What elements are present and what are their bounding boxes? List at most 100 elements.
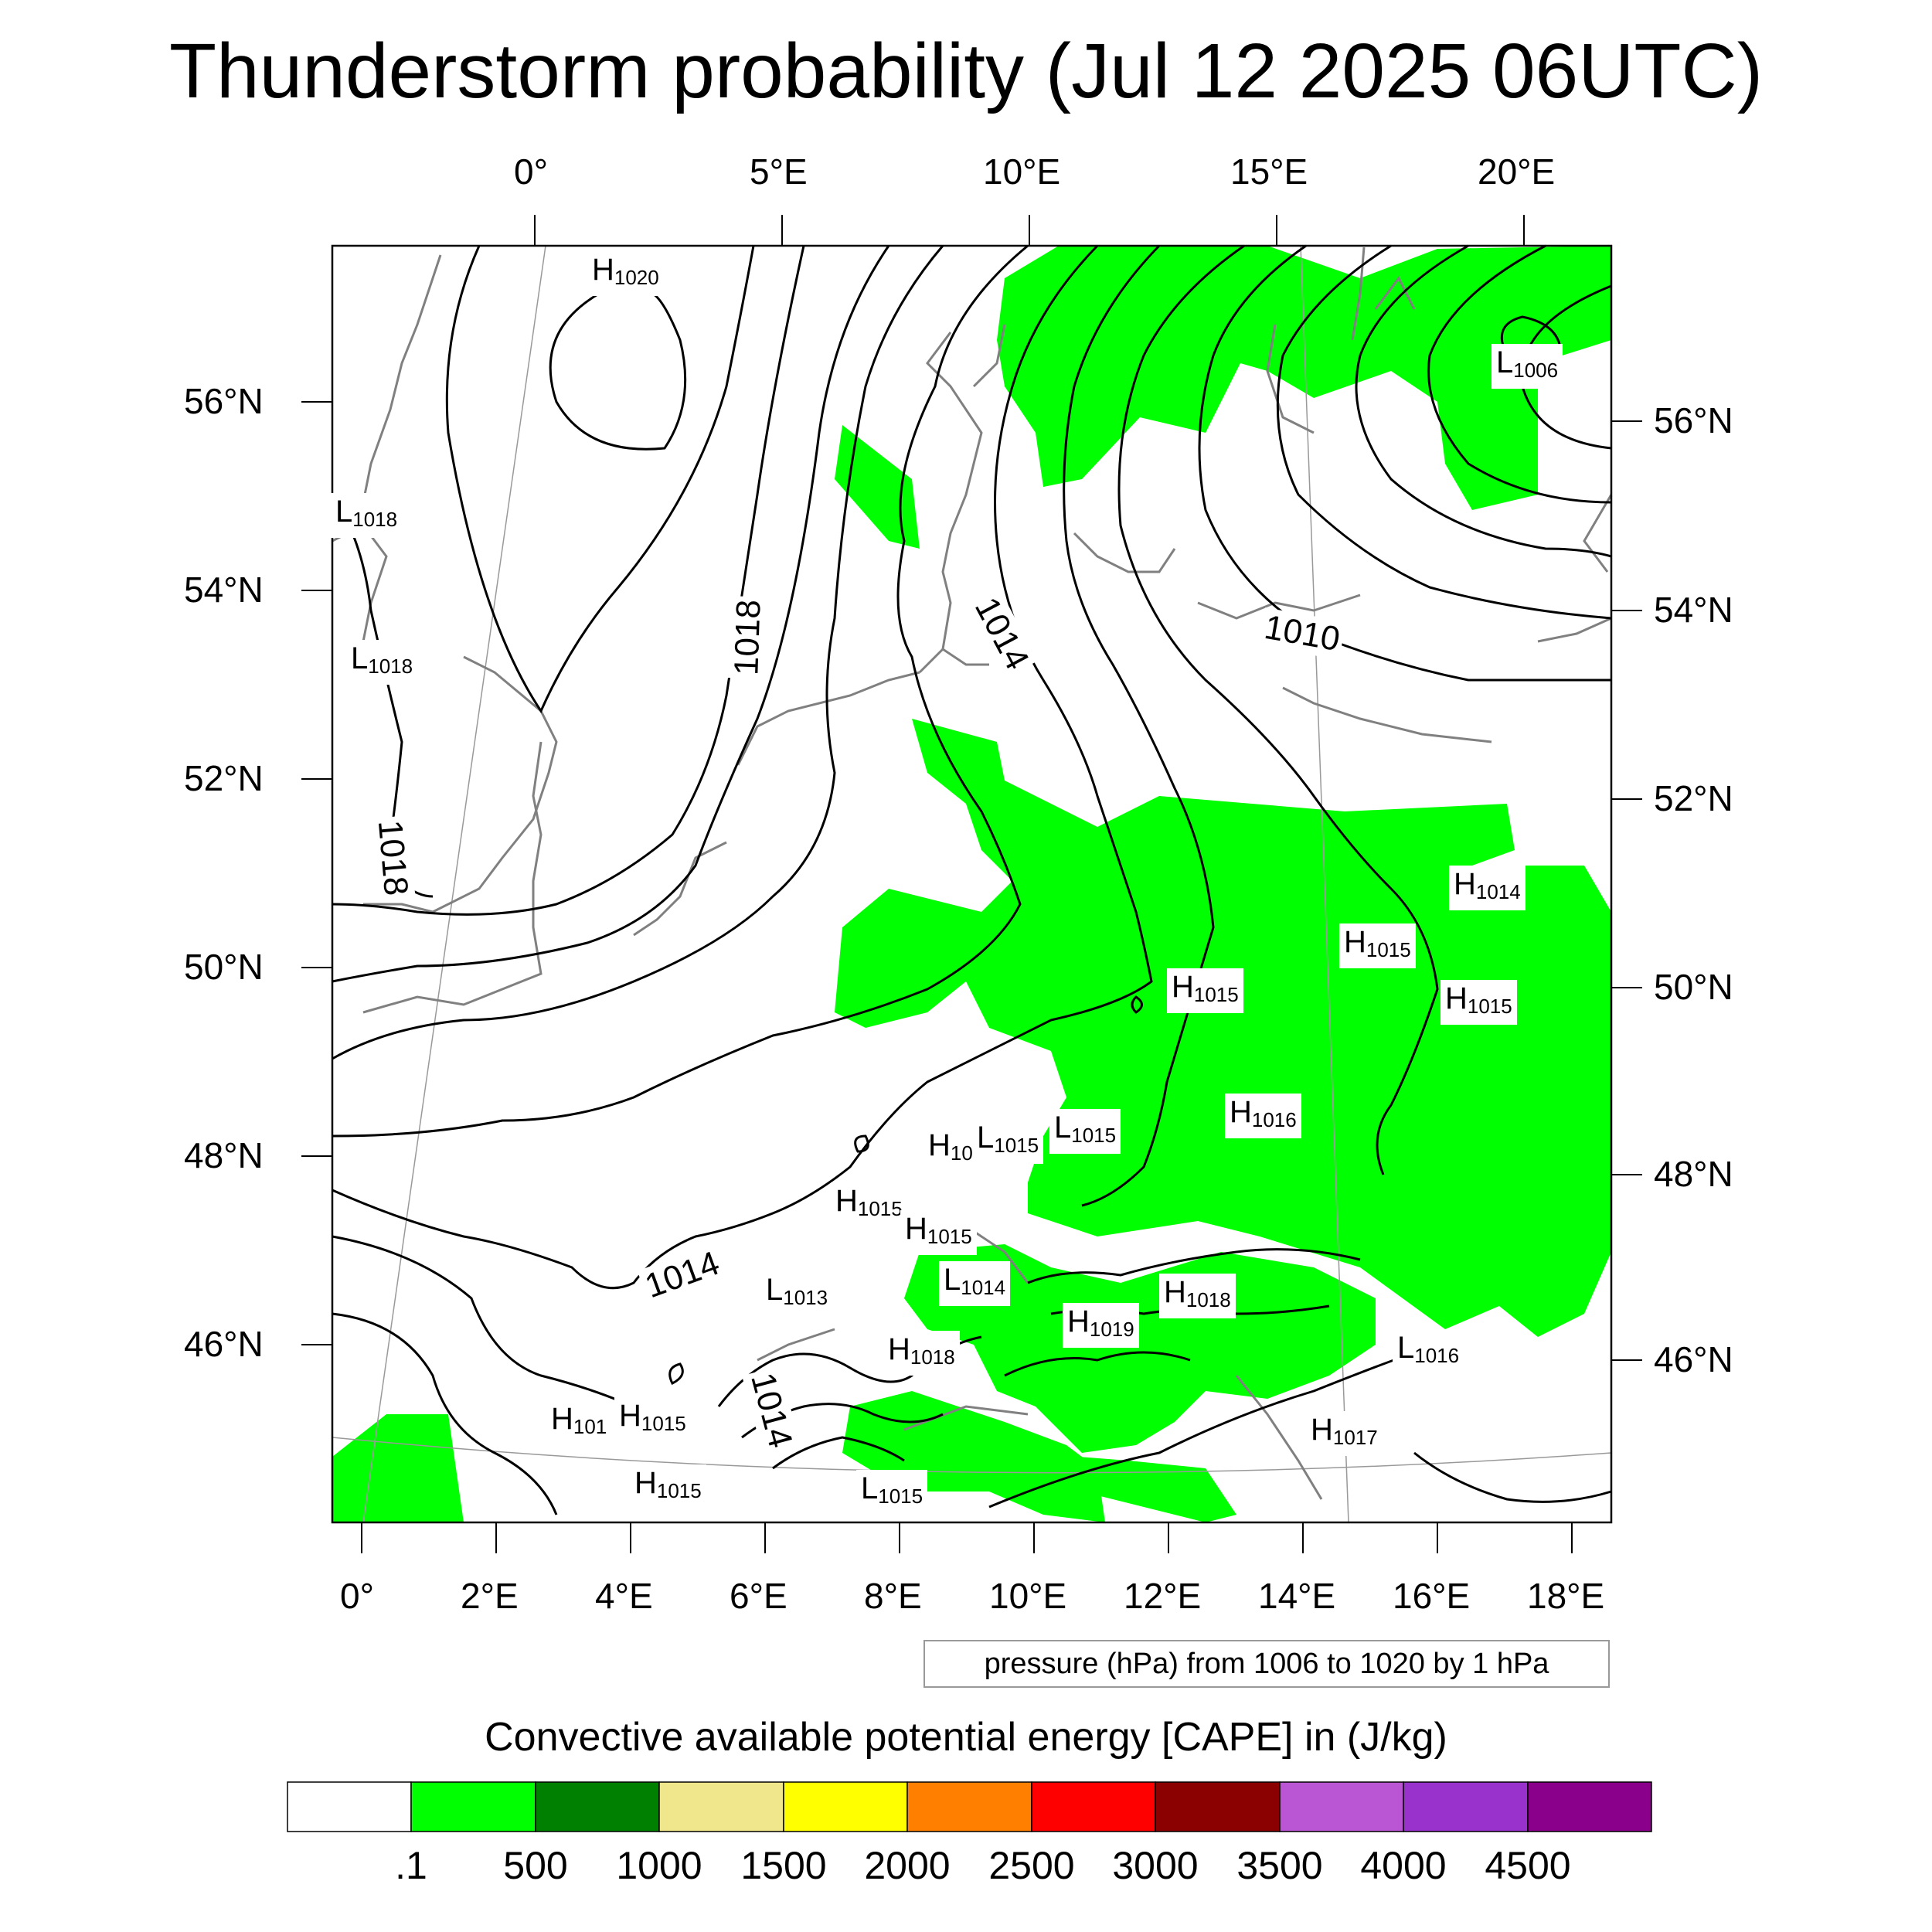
cape-area-central <box>835 719 1611 1337</box>
top-lon-label: 10°E <box>983 151 1061 192</box>
bottom-lon-label: 14°E <box>1258 1576 1336 1616</box>
cape-area-southwest <box>332 1414 464 1522</box>
cape-area-northwest-strip <box>835 425 920 549</box>
pressure-center-label: L1006 <box>1492 344 1563 389</box>
right-lat-label: 46°N <box>1654 1339 1733 1379</box>
contour-info-box: pressure (hPa) from 1006 to 1020 by 1 hP… <box>923 1640 1610 1688</box>
left-lat-label: 48°N <box>184 1135 264 1175</box>
isobar-alps-3 <box>772 1436 905 1470</box>
pressure-center-label: H1020 <box>587 251 664 296</box>
pressure-center-label: H1015 <box>630 1464 706 1509</box>
pressure-center-label: H1015 <box>614 1397 691 1442</box>
isobar-south-1 <box>332 1312 558 1515</box>
isobar-small-2 <box>854 1134 869 1153</box>
isobar-1019 <box>445 245 755 714</box>
bottom-lon-label: 16°E <box>1393 1576 1471 1616</box>
pressure-center-label: H1019 <box>1063 1303 1139 1348</box>
left-lat-label: 54°N <box>184 570 264 610</box>
top-lon-label: 15°E <box>1230 151 1308 192</box>
graticule <box>332 245 1612 1523</box>
map-frame <box>331 244 1613 1524</box>
isobar-1014 <box>332 244 1153 1290</box>
isobar-label: 1018 <box>727 596 769 679</box>
isobar-south-2 <box>332 1235 650 1416</box>
bottom-lon-label: 8°E <box>864 1576 922 1616</box>
isobar-south-3 <box>988 1343 1438 1509</box>
colorbar-box-2 <box>535 1781 660 1832</box>
colorbar-title: Convective available potential energy [C… <box>485 1715 1447 1760</box>
right-lat-label: 48°N <box>1654 1154 1733 1194</box>
isobar-alps-6 <box>1004 1351 1191 1377</box>
colorbar-box-4 <box>783 1781 908 1832</box>
bottom-lon-label: 4°E <box>595 1576 653 1616</box>
isobar-1018 <box>332 245 805 916</box>
pressure-center-label: H1015 <box>900 1210 977 1255</box>
isobar-1017 <box>332 245 890 983</box>
pressure-center-label: L1018 <box>346 640 418 685</box>
pressure-center-label: L1015 <box>856 1470 928 1515</box>
cape-area-southwest-coast <box>332 1461 363 1522</box>
pressure-center-label: L1015 <box>972 1119 1044 1164</box>
colorbar-label: 4000 <box>1360 1844 1447 1887</box>
map-title: Thunderstorm probability (Jul 12 2025 06… <box>168 28 1764 114</box>
pressure-center-label: H1018 <box>883 1331 960 1376</box>
top-lon-label: 0° <box>514 151 548 192</box>
colorbar-box-1 <box>410 1781 536 1832</box>
isobar-1013 <box>1063 244 1215 1207</box>
left-lat-label: 52°N <box>184 758 264 798</box>
coastlines <box>332 247 1613 1500</box>
colorbar-box-6 <box>1031 1781 1156 1832</box>
isobar-small-1 <box>668 1362 684 1386</box>
pressure-center-label: H101 <box>546 1400 612 1445</box>
colorbar-box-3 <box>658 1781 784 1832</box>
right-lat-label: 50°N <box>1654 967 1733 1007</box>
left-lat-label: 46°N <box>184 1324 264 1364</box>
isobar-1008 <box>1427 244 1612 504</box>
colorbar-label: 3000 <box>1112 1844 1199 1887</box>
isobar-1015 <box>332 244 1029 1138</box>
bottom-lon-label: 2°E <box>461 1576 519 1616</box>
pressure-center-label: H1016 <box>1225 1094 1301 1138</box>
bottom-lon-label: 10°E <box>989 1576 1067 1616</box>
pressure-center-label: L1018 <box>331 493 403 538</box>
pressure-center-label: L1015 <box>1049 1109 1121 1154</box>
bottom-lon-label: 18°E <box>1527 1576 1605 1616</box>
isobar-1009 <box>1355 244 1612 558</box>
pressure-center-label: L1016 <box>1393 1329 1464 1374</box>
cape-area-alps <box>904 1244 1376 1453</box>
right-lat-label: 54°N <box>1654 590 1733 630</box>
cape-area-adriatic <box>1028 1453 1236 1522</box>
top-lon-label: 20°E <box>1478 151 1556 192</box>
isobar-1020 <box>549 292 687 451</box>
pressure-center-label: H1018 <box>1159 1274 1236 1318</box>
isobar-south-4 <box>1413 1451 1612 1503</box>
colorbar-label: .1 <box>395 1844 427 1887</box>
colorbar-label: 3500 <box>1236 1844 1323 1887</box>
pressure-center-label: L1014 <box>939 1261 1011 1306</box>
colorbar-label: 2000 <box>864 1844 951 1887</box>
colorbar-box-0 <box>287 1781 412 1832</box>
colorbar-box-9 <box>1403 1781 1529 1832</box>
pressure-center-label: H1017 <box>1306 1411 1383 1456</box>
colorbar <box>287 1781 1652 1832</box>
bottom-lon-label: 6°E <box>730 1576 787 1616</box>
colorbar-box-8 <box>1279 1781 1404 1832</box>
isobars <box>331 244 1612 1515</box>
pressure-center-label: L1013 <box>761 1271 833 1316</box>
colorbar-label: 1500 <box>740 1844 827 1887</box>
isobar-1010 <box>1276 244 1612 620</box>
left-lat-label: 50°N <box>184 947 264 987</box>
bottom-lon-label: 12°E <box>1124 1576 1202 1616</box>
right-lat-label: 56°N <box>1654 400 1733 440</box>
colorbar-label: 1000 <box>616 1844 702 1887</box>
isobar-small-3 <box>1131 995 1143 1014</box>
left-lat-label: 56°N <box>184 381 264 421</box>
colorbar-box-5 <box>906 1781 1032 1832</box>
pressure-center-label: H1014 <box>1449 866 1526 910</box>
bottom-lon-label: 0° <box>340 1576 374 1616</box>
isobar-1016 <box>332 245 944 1060</box>
isobar-label: 1018 <box>369 815 416 900</box>
tick-marks <box>301 215 1642 1553</box>
colorbar-label: 500 <box>503 1844 568 1887</box>
